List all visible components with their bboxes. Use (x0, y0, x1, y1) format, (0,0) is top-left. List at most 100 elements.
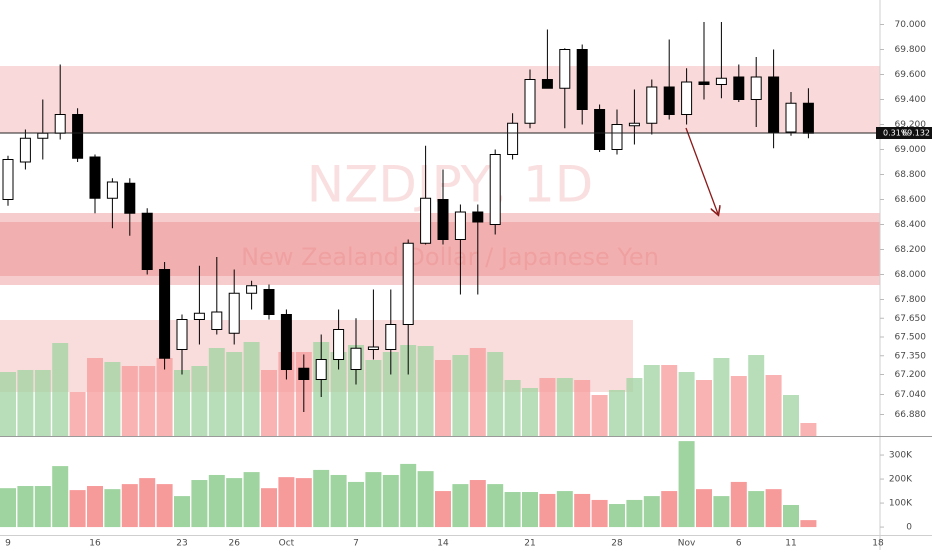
candle-body (663, 86, 675, 115)
overlay-volume-bar (0, 372, 16, 436)
x-tick-label: 9 (5, 539, 11, 549)
volume-bar (174, 496, 190, 528)
y-tick-label: 69.000 (895, 145, 927, 155)
volume-bar (469, 480, 486, 528)
volume-tick-label: 100K (889, 499, 913, 509)
volume-bar (522, 492, 538, 528)
candle-body (211, 311, 223, 330)
overlay-volume-bar (626, 378, 643, 436)
overlay-volume-bar (435, 360, 451, 436)
volume-tick-label: 300K (889, 451, 913, 461)
volume-bar (783, 504, 799, 528)
candle-body (420, 197, 432, 244)
overlay-volume-bar (748, 355, 765, 436)
last-price-label: 69.132 (902, 129, 930, 138)
candle-body (437, 199, 449, 240)
candle-body (507, 122, 519, 155)
volume-bar (243, 472, 260, 528)
y-tick-label: 67.040 (895, 390, 927, 400)
volume-bar (417, 471, 434, 528)
overlay-volume-bar (696, 380, 712, 436)
overlay-volume-bar (156, 358, 173, 436)
volume-tick-label: 0 (906, 523, 912, 533)
y-tick-label: 67.350 (895, 351, 927, 361)
volume-bar (278, 477, 295, 528)
candle-body (385, 324, 397, 350)
volume-bar (382, 474, 399, 528)
volume-bar (696, 489, 712, 528)
overlay-volume-bar (469, 348, 486, 436)
overlay-volume-bar (226, 352, 243, 436)
volume-bar (17, 486, 34, 528)
overlay-volume-bar (452, 355, 469, 436)
y-tick-label: 68.400 (895, 220, 927, 230)
candle-body (37, 132, 49, 139)
volume-bar (0, 488, 16, 528)
candle-body (246, 285, 258, 294)
overlay-volume-bar (556, 378, 573, 436)
candle-body (576, 49, 588, 110)
overlay-volume-bar (69, 392, 86, 436)
candle-body (646, 86, 658, 124)
y-tick-label: 68.200 (895, 245, 927, 255)
volume-bar (765, 489, 782, 528)
candle-body (402, 242, 414, 325)
candle-body (333, 329, 345, 360)
overlay-volume-bar (139, 366, 156, 436)
candle-body (263, 289, 275, 315)
overlay-volume-bar (783, 395, 799, 436)
candle-body (176, 319, 188, 350)
y-tick-label: 67.800 (895, 295, 927, 305)
volume-bar (208, 474, 225, 528)
overlay-volume-bar (713, 358, 730, 436)
overlay-volume-bar (104, 362, 121, 436)
volume-bar (504, 492, 521, 528)
volume-bar (313, 469, 330, 528)
volume-bar (295, 478, 312, 528)
overlay-volume-bar (539, 378, 556, 436)
x-tick-label: Nov (678, 539, 696, 549)
candle-body (19, 137, 31, 163)
volume-bar (643, 496, 660, 528)
volume-bar (626, 499, 643, 528)
candle-body (228, 292, 240, 334)
candle-body (524, 79, 536, 124)
candle-body (785, 102, 797, 133)
overlay-volume-bar (487, 352, 504, 436)
volume-bar (226, 478, 243, 528)
candle-body (141, 212, 153, 270)
volume-bar (730, 481, 747, 528)
volume-bar (800, 520, 817, 528)
volume-bar (69, 490, 86, 528)
overlay-volume-bar (678, 372, 695, 436)
candle-body (541, 79, 553, 89)
y-tick-label: 68.000 (895, 270, 927, 280)
candle-body (715, 77, 727, 85)
x-tick-label: 23 (176, 539, 187, 549)
overlay-volume-bar (504, 380, 521, 436)
volume-bar (591, 499, 608, 528)
resistance-zone (0, 66, 880, 133)
y-tick-label: 69.200 (895, 120, 927, 130)
overlay-volume-bar (574, 380, 591, 436)
overlay-volume-bar (765, 375, 782, 436)
x-tick-label: 18 (872, 539, 884, 549)
candle-body (750, 76, 762, 100)
overlay-volume-bar (121, 366, 138, 436)
candle-body (698, 81, 710, 85)
overlay-volume-bar (17, 370, 34, 436)
x-tick-label: 14 (437, 539, 449, 549)
volume-bar (365, 472, 382, 528)
volume-bar (400, 463, 417, 528)
volume-bar (539, 493, 556, 528)
volume-bar (261, 488, 277, 528)
candle-body (489, 154, 501, 225)
overlay-volume-bar (400, 345, 417, 436)
candle-body (54, 114, 66, 134)
overlay-volume-bar (643, 365, 660, 436)
watermark-subtitle: New Zealand Dollar / Japanese Yen (241, 243, 659, 271)
overlay-volume-bar (661, 365, 678, 436)
candle-body (472, 211, 484, 223)
volume-bar (156, 484, 173, 528)
